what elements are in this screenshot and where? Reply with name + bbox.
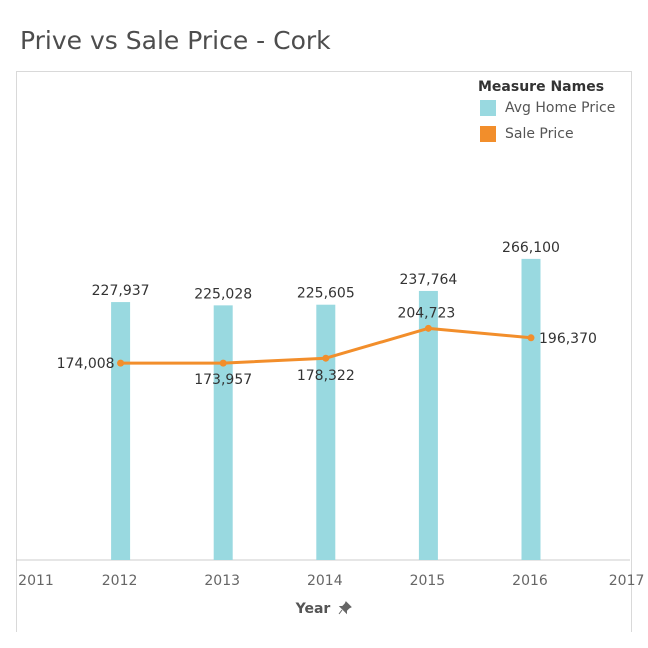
bar — [213, 305, 233, 560]
pin-icon[interactable] — [338, 601, 353, 617]
x-tick-label: 2015 — [410, 573, 446, 589]
bar-data-label: 266,100 — [502, 240, 560, 256]
x-tick-label: 2017 — [609, 573, 645, 589]
legend-label: Sale Price — [505, 126, 574, 142]
bar-data-label: 225,605 — [297, 286, 355, 302]
legend-label: Avg Home Price — [505, 100, 616, 116]
bar-data-label: 225,028 — [194, 286, 252, 302]
legend-item-sale-price[interactable]: Sale Price — [480, 126, 574, 142]
x-tick-label: 2012 — [102, 573, 138, 589]
line-data-label: 173,957 — [194, 372, 252, 388]
bar — [111, 302, 131, 560]
bar — [521, 258, 541, 560]
x-tick-label: 2011 — [18, 573, 54, 589]
bar-data-label: 227,937 — [92, 283, 150, 299]
legend-swatch-sale-price — [480, 126, 496, 142]
line-data-label: 204,723 — [397, 305, 455, 321]
x-tick-label: 2016 — [512, 573, 548, 589]
x-tick-label: 2014 — [307, 573, 343, 589]
legend-swatch-avg-home-price — [480, 100, 496, 116]
legend-title: Measure Names — [478, 79, 605, 95]
legend-item-avg-home-price[interactable]: Avg Home Price — [480, 100, 615, 116]
sale-price-point — [322, 354, 330, 362]
x-axis-title[interactable]: Year — [0, 601, 648, 617]
chart-title: Prive vs Sale Price - Cork — [20, 26, 331, 55]
bar-data-label: 237,764 — [399, 272, 457, 288]
line-data-label: 174,008 — [57, 356, 115, 372]
sale-price-point — [117, 359, 125, 367]
bar — [418, 290, 438, 560]
sale-price-point — [527, 334, 535, 342]
bar — [316, 304, 336, 560]
sale-price-point — [219, 359, 227, 367]
plot-frame — [16, 71, 632, 632]
line-data-label: 178,322 — [297, 368, 355, 384]
x-tick-label: 2013 — [204, 573, 240, 589]
line-data-label: 196,370 — [539, 331, 597, 347]
x-axis-label: Year — [295, 601, 331, 617]
sale-price-point — [424, 324, 432, 332]
